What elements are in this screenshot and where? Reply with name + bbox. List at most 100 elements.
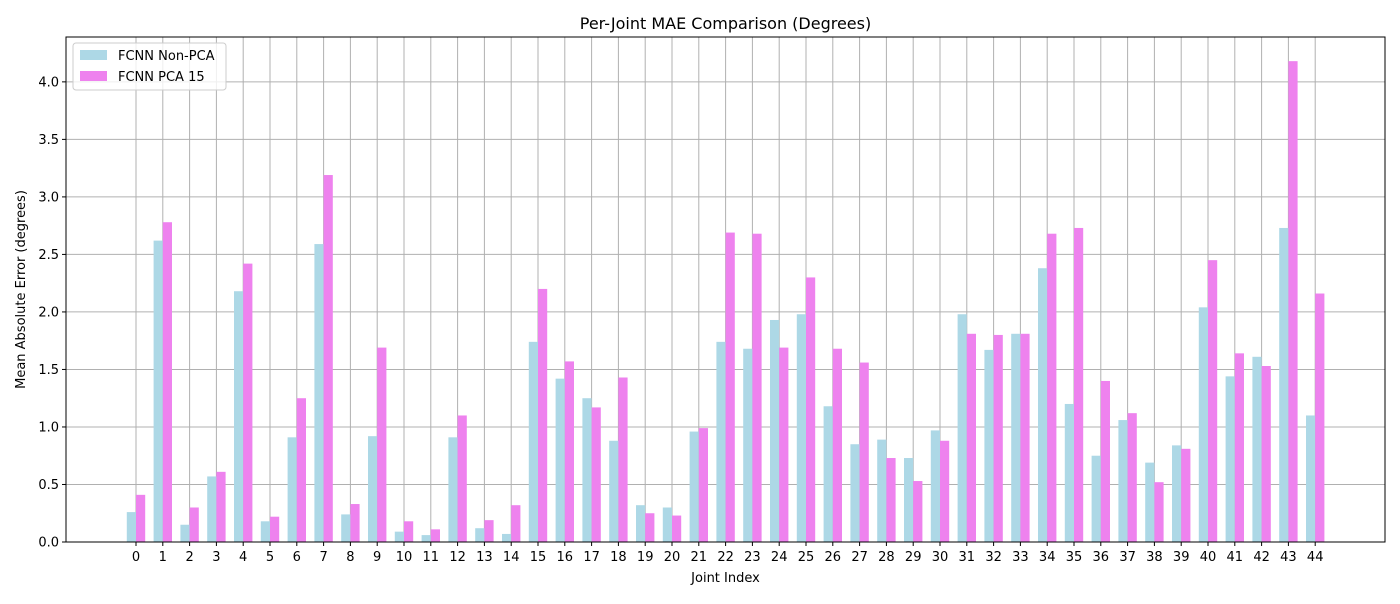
x-tick-label: 6	[293, 550, 301, 565]
bar-pca-15	[913, 481, 923, 542]
bar-non-pca	[260, 521, 270, 542]
bar-pca-15	[1181, 448, 1191, 542]
bar-non-pca	[984, 349, 994, 542]
x-tick-label: 37	[1119, 550, 1136, 565]
y-tick-label: 0.0	[38, 536, 59, 551]
bar-non-pca	[689, 431, 699, 542]
x-tick-label: 28	[878, 550, 895, 565]
legend-box	[72, 42, 227, 91]
bar-non-pca	[1011, 333, 1021, 542]
bar-non-pca	[957, 314, 967, 542]
y-tick-label: 0.5	[38, 478, 59, 493]
bar-non-pca	[475, 528, 485, 542]
y-tick-label: 2.0	[38, 305, 59, 320]
x-tick-label: 4	[239, 550, 247, 565]
x-tick-label: 36	[1093, 550, 1110, 565]
bar-non-pca	[287, 437, 297, 542]
bar-non-pca	[1145, 462, 1155, 542]
x-tick-label: 15	[530, 550, 547, 565]
bar-pca-15	[350, 504, 360, 542]
bar-non-pca	[153, 240, 163, 542]
x-tick-label: 31	[959, 550, 976, 565]
bar-non-pca	[1064, 403, 1074, 542]
x-tick-label: 35	[1066, 550, 1083, 565]
bar-non-pca	[1038, 268, 1048, 542]
x-tick-label: 18	[610, 550, 627, 565]
x-tick-label: 16	[557, 550, 574, 565]
bar-non-pca	[850, 444, 860, 542]
y-axis-label: Mean Absolute Error (degrees)	[14, 190, 29, 389]
legend-label-non-pca: FCNN Non-PCA	[118, 49, 215, 64]
bar-non-pca	[528, 341, 538, 542]
bar-pca-15	[886, 458, 896, 542]
bar-non-pca	[368, 436, 378, 542]
bar-non-pca	[421, 535, 431, 542]
bar-pca-15	[779, 347, 789, 542]
bar-pca-15	[672, 515, 682, 542]
bar-pca-15	[404, 521, 414, 542]
x-tick-label: 29	[905, 550, 922, 565]
x-tick-label: 12	[449, 550, 466, 565]
x-tick-label: 8	[346, 550, 354, 565]
y-tick-label: 3.0	[38, 190, 59, 205]
bar-pca-15	[1315, 293, 1325, 542]
x-tick-label: 1	[159, 550, 167, 565]
bar-pca-15	[270, 516, 280, 542]
x-tick-label: 14	[503, 550, 520, 565]
bar-non-pca	[877, 439, 887, 542]
bar-pca-15	[1020, 333, 1030, 542]
x-tick-label: 2	[185, 550, 193, 565]
legend-swatch-non-pca	[80, 50, 107, 60]
x-tick-label: 30	[932, 550, 949, 565]
y-tick-label: 3.5	[38, 133, 59, 148]
bar-pca-15	[1154, 482, 1164, 542]
x-tick-label: 25	[798, 550, 815, 565]
bar-pca-15	[1288, 61, 1298, 543]
x-tick-label: 20	[664, 550, 681, 565]
bar-pca-15	[1234, 353, 1244, 542]
bar-pca-15	[243, 263, 253, 542]
bar-non-pca	[394, 531, 404, 542]
bar-pca-15	[1100, 380, 1110, 542]
bar-non-pca	[1198, 307, 1208, 542]
bar-non-pca	[636, 505, 646, 542]
bar-pca-15	[189, 507, 199, 542]
x-tick-label: 9	[373, 550, 381, 565]
bar-pca-15	[216, 471, 226, 542]
chart-title: Per-Joint MAE Comparison (Degrees)	[580, 14, 871, 33]
bar-pca-15	[1208, 260, 1218, 542]
bar-non-pca	[448, 437, 458, 542]
bar-pca-15	[725, 232, 735, 542]
legend-swatch-pca-15	[80, 71, 107, 81]
x-tick-label: 24	[771, 550, 788, 565]
bar-pca-15	[1127, 413, 1137, 542]
bar-pca-15	[484, 520, 494, 542]
bar-non-pca	[743, 348, 753, 542]
x-tick-label: 40	[1200, 550, 1217, 565]
bar-pca-15	[162, 222, 172, 542]
x-tick-label: 42	[1253, 550, 1270, 565]
bar-pca-15	[859, 362, 869, 542]
x-tick-label: 27	[851, 550, 868, 565]
x-tick-label: 17	[583, 550, 600, 565]
bar-non-pca	[716, 341, 726, 542]
bar-non-pca	[1091, 455, 1101, 542]
x-tick-label: 23	[744, 550, 761, 565]
bar-pca-15	[591, 407, 601, 542]
bar-non-pca	[823, 406, 833, 542]
bar-pca-15	[457, 415, 467, 542]
bar-non-pca	[180, 524, 190, 542]
bar-non-pca	[662, 507, 672, 542]
bar-pca-15	[752, 233, 762, 542]
bar-pca-15	[430, 529, 440, 542]
bar-pca-15	[645, 513, 655, 542]
x-tick-label: 21	[691, 550, 708, 565]
bar-pca-15	[1047, 233, 1057, 542]
x-tick-label: 26	[825, 550, 842, 565]
bar-non-pca	[555, 378, 565, 542]
bar-non-pca	[1279, 227, 1289, 542]
bar-non-pca	[1118, 420, 1128, 542]
bar-non-pca	[234, 291, 244, 542]
